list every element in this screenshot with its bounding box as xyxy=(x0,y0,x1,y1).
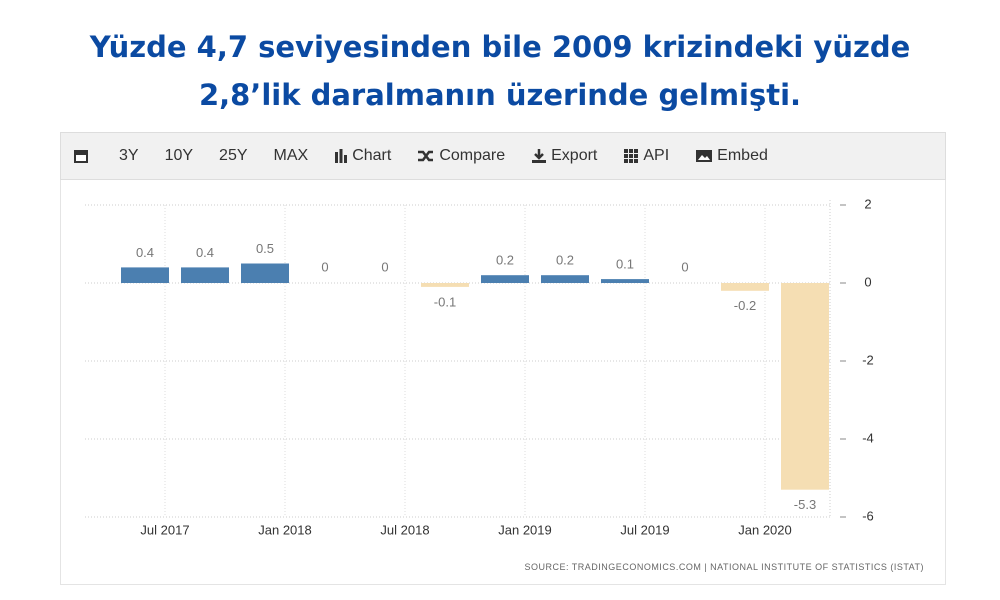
value-label: 0.2 xyxy=(496,253,514,268)
x-tick-label: Jan 2018 xyxy=(258,522,312,537)
value-label: 0.2 xyxy=(556,253,574,268)
x-tick-label: Jan 2019 xyxy=(498,522,552,537)
export-button[interactable]: Export xyxy=(531,147,597,165)
calendar-button[interactable] xyxy=(73,148,93,164)
bar xyxy=(541,275,589,283)
y-tick-label: -4 xyxy=(862,430,874,445)
value-label: -5.3 xyxy=(794,497,816,512)
x-tick-label: Jul 2018 xyxy=(380,522,429,537)
value-label: -0.1 xyxy=(434,294,456,309)
y-tick-label: -2 xyxy=(862,352,874,367)
range-button[interactable]: 25Y xyxy=(219,147,248,164)
label: Embed xyxy=(717,147,768,164)
bar xyxy=(121,267,169,283)
value-label: 0 xyxy=(381,259,388,274)
bar xyxy=(601,279,649,283)
value-label: 0.4 xyxy=(136,245,154,260)
x-tick-label: Jul 2017 xyxy=(140,522,189,537)
value-label: 0 xyxy=(681,259,688,274)
embed-button[interactable]: Embed xyxy=(695,147,768,165)
api-button[interactable]: API xyxy=(623,147,669,165)
label: Chart xyxy=(352,147,392,164)
title-line: 2,8’lik daralmanın üzerinde gelmişti. xyxy=(198,78,802,112)
y-tick-label: 0 xyxy=(864,274,871,289)
bar xyxy=(481,275,529,283)
label: Export xyxy=(551,147,598,164)
label: API xyxy=(643,147,670,164)
range-button[interactable]: 10Y xyxy=(164,147,194,164)
range-button[interactable]: 3Y xyxy=(119,147,139,164)
label: Compare xyxy=(439,147,506,164)
value-label: 0.1 xyxy=(616,257,634,272)
value-label: 0.5 xyxy=(256,241,274,256)
x-tick-label: Jul 2019 xyxy=(620,522,669,537)
title-line: Yüzde 4,7 seviyesinden bile 2009 krizind… xyxy=(89,30,911,64)
toolbar: 3Y 10Y 25Y MAX Chart Compare Export API … xyxy=(60,132,946,180)
source: SOURCE: TRADINGECONOMICS.COM | NATIONAL … xyxy=(524,562,924,572)
range-button[interactable]: MAX xyxy=(273,147,309,164)
bar xyxy=(421,283,469,287)
x-tick-label: Jan 2020 xyxy=(738,522,792,537)
bar xyxy=(241,263,289,283)
y-tick-label: -6 xyxy=(862,508,874,523)
chart-area xyxy=(60,180,946,585)
value-label: 0 xyxy=(321,259,328,274)
bar xyxy=(781,283,829,490)
value-label: -0.2 xyxy=(734,298,756,313)
value-label: 0.4 xyxy=(196,245,214,260)
bar xyxy=(721,283,769,291)
compare-button[interactable]: Compare xyxy=(417,147,505,165)
y-tick-label: 2 xyxy=(864,196,871,211)
bar xyxy=(181,267,229,283)
chart-button[interactable]: Chart xyxy=(334,147,391,165)
